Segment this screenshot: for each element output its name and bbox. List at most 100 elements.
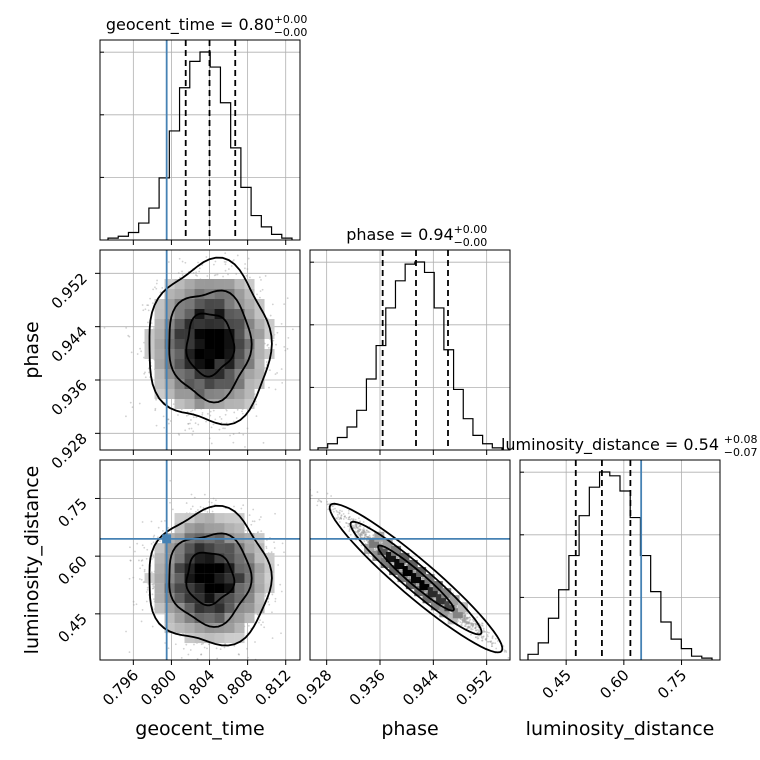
- sample-point: [249, 276, 251, 279]
- sample-point: [267, 597, 270, 600]
- sample-point: [467, 621, 470, 623]
- sample-point: [265, 361, 268, 363]
- sample-point: [319, 499, 321, 502]
- density-cell: [244, 389, 255, 399]
- sample-point: [125, 415, 127, 418]
- sample-point: [320, 500, 323, 503]
- sample-point: [143, 568, 146, 571]
- sample-point: [486, 635, 489, 638]
- sample-point: [466, 625, 469, 628]
- sample-point: [463, 625, 466, 627]
- sample-point: [345, 516, 348, 519]
- sample-point: [143, 356, 145, 359]
- sample-point: [359, 524, 362, 527]
- density-cell: [244, 543, 255, 554]
- density-cell: [164, 603, 175, 614]
- sample-point: [152, 556, 155, 559]
- density-cell: [414, 586, 425, 597]
- density-cell: [194, 299, 205, 309]
- tick-label-x-luminosity_distance-1: 0.60: [596, 666, 632, 702]
- sample-point: [391, 562, 394, 565]
- sample-point: [194, 408, 196, 411]
- density-cell: [224, 573, 235, 584]
- sample-point: [425, 591, 428, 594]
- sample-point: [472, 623, 475, 626]
- sample-point: [408, 576, 411, 579]
- density-cell: [154, 319, 165, 329]
- sample-point: [362, 530, 365, 533]
- density-cell: [184, 593, 195, 604]
- sample-point: [481, 624, 483, 627]
- sample-point: [146, 304, 149, 307]
- sample-point: [481, 639, 484, 642]
- sample-point: [434, 596, 437, 599]
- sample-point: [139, 567, 141, 570]
- density-cell: [164, 359, 175, 369]
- sample-point: [136, 542, 139, 545]
- contour-geocent_time-vs-phase-2: [148, 256, 273, 426]
- density-cell: [164, 553, 175, 564]
- sample-point: [201, 264, 204, 266]
- sample-point: [472, 620, 475, 623]
- panel-2d-content-phase-vs-luminosity_distance: [298, 476, 510, 659]
- sample-point: [154, 409, 157, 412]
- sample-point: [172, 403, 175, 406]
- density-cell: [385, 551, 396, 562]
- contour-phase-vs-luminosity_distance-1: [349, 520, 483, 636]
- sample-point: [360, 544, 363, 547]
- contour-geocent_time-vs-luminosity_distance-2: [148, 504, 273, 647]
- density-cell: [154, 543, 165, 554]
- density-cell: [234, 563, 245, 574]
- sample-point: [336, 514, 339, 516]
- sample-point: [409, 577, 411, 579]
- sample-point: [154, 407, 157, 410]
- sample-point: [365, 533, 368, 536]
- sample-point: [132, 576, 135, 579]
- density-cell: [377, 544, 388, 555]
- sample-point: [254, 641, 256, 643]
- density-cell: [214, 289, 225, 299]
- sample-point: [271, 637, 274, 640]
- panel-2d-geocent_time-vs-luminosity_distance: [99, 459, 301, 661]
- density-cell: [204, 573, 215, 584]
- sample-point: [212, 423, 215, 426]
- tick-label-y-luminosity_distance-2: 0.75: [54, 495, 90, 531]
- sample-point: [327, 503, 330, 506]
- sample-point: [349, 533, 352, 536]
- density-cell: [234, 319, 245, 329]
- sample-point: [347, 525, 349, 528]
- sample-point: [467, 616, 470, 619]
- density-cell: [214, 553, 225, 564]
- sample-point: [367, 536, 370, 539]
- sample-point: [159, 291, 162, 294]
- density-cell: [214, 369, 225, 379]
- sample-point: [103, 326, 106, 329]
- sample-point: [362, 529, 365, 532]
- sample-point: [357, 530, 360, 533]
- sample-point: [484, 638, 487, 641]
- sample-point: [464, 618, 467, 621]
- sample-point: [251, 520, 254, 523]
- sample-point: [187, 422, 190, 425]
- sample-point: [280, 368, 283, 370]
- sample-point: [303, 268, 305, 270]
- tick-label-y-phase-0: 0.928: [48, 429, 91, 472]
- sample-point: [400, 570, 403, 573]
- sample-point: [246, 268, 249, 270]
- histogram-phase: [317, 261, 503, 450]
- sample-point: [367, 536, 370, 539]
- sample-point: [298, 476, 300, 478]
- sample-point: [260, 623, 263, 626]
- sample-point: [465, 622, 468, 624]
- density-cell: [234, 379, 245, 389]
- sample-point: [212, 497, 215, 500]
- sample-point: [236, 408, 239, 411]
- density-cell: [204, 319, 215, 329]
- sample-point: [372, 534, 375, 536]
- density-cell: [244, 553, 255, 564]
- sample-point: [316, 500, 319, 503]
- density-cell: [204, 523, 215, 534]
- sample-point: [271, 593, 274, 596]
- sample-point: [464, 620, 466, 623]
- sample-point: [482, 635, 485, 638]
